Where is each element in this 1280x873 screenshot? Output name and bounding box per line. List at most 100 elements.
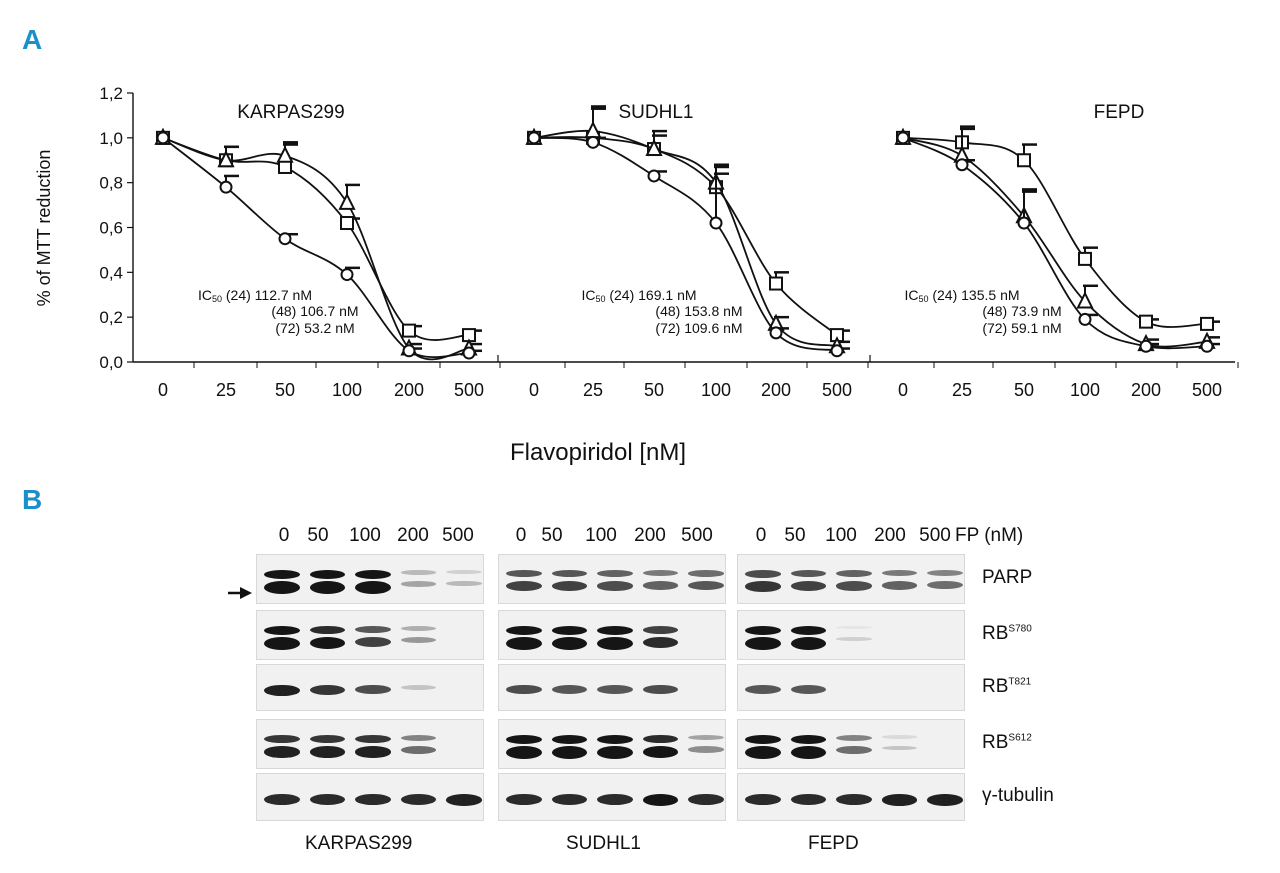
- x-tick-label: 100: [1070, 380, 1100, 400]
- band: [309, 581, 346, 594]
- band: [264, 735, 300, 744]
- x-tick-label: 0: [898, 380, 908, 400]
- square-marker: [340, 216, 354, 231]
- band: [264, 581, 300, 594]
- ic50-annotation-line: (48) 73.9 nM: [982, 303, 1061, 319]
- ic50-annotation-line: (48) 153.8 nM: [655, 303, 742, 319]
- band: [551, 684, 588, 695]
- blot-strip: [256, 773, 484, 821]
- circle-marker: [955, 158, 969, 172]
- band: [551, 626, 588, 635]
- band: [688, 746, 724, 753]
- band: [506, 637, 542, 650]
- x-tick-label: 25: [583, 380, 603, 400]
- band: [400, 735, 437, 741]
- y-tick-label: 1,2: [99, 84, 123, 103]
- x-tick-label: 500: [822, 380, 852, 400]
- x-tick-label: 0: [158, 380, 168, 400]
- blot-strip: [737, 554, 965, 604]
- band: [551, 581, 588, 591]
- x-tick-label: 100: [332, 380, 362, 400]
- panel-letter-a: A: [22, 24, 43, 55]
- circle-marker: [462, 346, 476, 360]
- band: [355, 581, 391, 594]
- row-label-superscript: S780: [1008, 623, 1032, 635]
- x-tick-label: 0: [529, 380, 539, 400]
- x-tick-label: 50: [1014, 380, 1034, 400]
- band: [927, 581, 963, 589]
- band: [836, 746, 872, 754]
- triangle-marker: [276, 145, 294, 163]
- band: [355, 684, 391, 695]
- band: [355, 794, 391, 806]
- concentration-label: 50: [784, 525, 806, 546]
- band: [597, 746, 633, 759]
- y-tick-label: 0,2: [99, 308, 123, 327]
- blot-strip: [498, 554, 726, 604]
- concentration-label: 100: [349, 525, 381, 546]
- band: [597, 626, 633, 635]
- circle-marker: [1017, 216, 1031, 230]
- band: [642, 794, 679, 807]
- blot-strip: [498, 773, 726, 821]
- concentration-label: 200: [397, 525, 429, 546]
- band: [400, 570, 437, 575]
- band: [597, 581, 633, 591]
- circle-marker: [647, 169, 661, 183]
- band: [551, 735, 588, 744]
- blot-strip: [498, 610, 726, 660]
- band: [745, 735, 781, 744]
- band: [597, 570, 633, 577]
- square-marker: [769, 276, 783, 291]
- band: [790, 794, 827, 806]
- band: [309, 684, 346, 696]
- band: [745, 581, 781, 592]
- y-axis-label: % of MTT reduction: [34, 150, 54, 307]
- x-tick-label: 500: [454, 380, 484, 400]
- chart-title: FEPD: [1094, 102, 1145, 123]
- band: [836, 637, 872, 641]
- row-label: RBS612: [982, 732, 1032, 753]
- band: [642, 581, 679, 590]
- band: [506, 570, 542, 578]
- x-tick-label: 25: [216, 380, 236, 400]
- circle-marker: [402, 344, 416, 358]
- circle-marker: [896, 131, 910, 145]
- band: [745, 746, 781, 759]
- cell-line-label: FEPD: [808, 833, 859, 854]
- triangle-marker: [217, 150, 235, 168]
- x-tick-label: 100: [701, 380, 731, 400]
- row-label-superscript: S612: [1008, 732, 1032, 744]
- band: [400, 637, 437, 643]
- band: [400, 794, 437, 806]
- row-label: RBT821: [982, 675, 1032, 697]
- band: [881, 735, 918, 739]
- circle-marker: [769, 326, 783, 340]
- concentration-label: 500: [919, 525, 951, 546]
- square-marker: [1078, 251, 1092, 266]
- band: [309, 570, 346, 579]
- concentration-label: 500: [681, 525, 713, 546]
- row-label: PARP: [982, 567, 1033, 588]
- band: [881, 570, 918, 577]
- square-marker: [278, 159, 292, 174]
- y-tick-label: 0,0: [99, 353, 123, 372]
- circle-marker: [1200, 339, 1214, 353]
- ic50-annotation-line: (72) 53.2 nM: [275, 320, 354, 336]
- circle-marker: [1078, 312, 1092, 326]
- row-label-superscript: T821: [1008, 676, 1032, 688]
- ic50-annotation-line: IC50 (24) 135.5 nM: [904, 287, 1019, 304]
- band: [264, 570, 300, 579]
- band: [745, 637, 781, 650]
- ic50-annotation-line: IC50 (24) 112.7 nM: [198, 287, 312, 304]
- blot-strip: [256, 664, 484, 711]
- band: [400, 626, 437, 631]
- band: [836, 735, 872, 741]
- blot-strip: [498, 664, 726, 711]
- band: [790, 581, 827, 591]
- concentration-label: 50: [307, 525, 329, 546]
- band: [355, 570, 391, 579]
- blot-strip: [737, 719, 965, 769]
- band: [355, 626, 391, 634]
